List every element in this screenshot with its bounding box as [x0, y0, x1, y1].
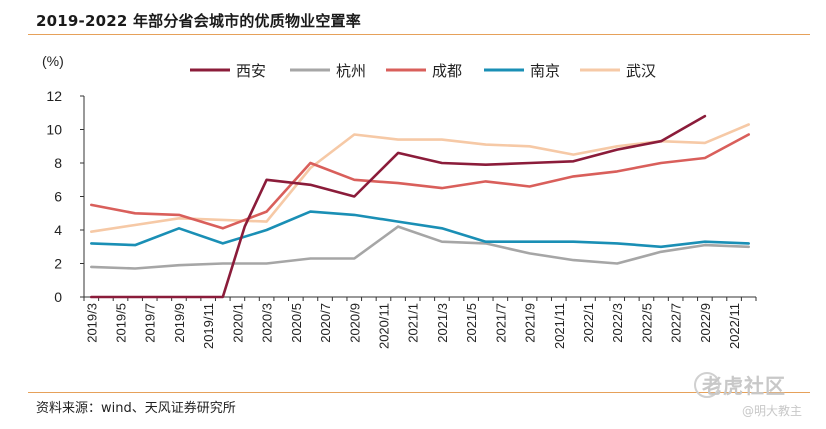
x-tick-label: 2019/11 [201, 303, 216, 349]
chart-title: 2019-2022 年部分省会城市的优质物业空置率 [36, 12, 361, 30]
x-tick-label: 2021/9 [523, 303, 538, 343]
y-tick-label: 2 [54, 256, 62, 272]
x-tick-label: 2022/3 [610, 303, 625, 343]
legend-label: 杭州 [336, 63, 366, 80]
x-tick-label: 2022/7 [669, 303, 684, 343]
y-tick-label: 0 [54, 289, 62, 305]
x-tick-label: 2021/3 [435, 303, 450, 343]
x-tick-label: 2022/5 [639, 303, 654, 343]
source-note: 资料来源：wind、天风证券研究所 [36, 401, 236, 416]
legend-label: 成都 [432, 63, 462, 80]
x-tick-label: 2019/3 [84, 303, 99, 343]
x-tick-label: 2020/1 [230, 303, 245, 343]
x-tick-label: 2021/7 [493, 303, 508, 343]
y-tick-label: 8 [54, 155, 62, 171]
x-tick-label: 2019/5 [114, 303, 129, 343]
watermark-logo-icon [694, 372, 720, 398]
series-line-2 [90, 225, 750, 270]
x-tick-label: 2019/9 [172, 303, 187, 343]
x-tick-label: 2020/11 [376, 303, 391, 349]
series-line-4 [90, 210, 750, 249]
x-tick-label: 2021/1 [406, 303, 421, 343]
y-tick-label: 12 [46, 88, 62, 104]
x-tick-label: 2022/1 [581, 303, 596, 343]
series-line-5 [90, 123, 750, 233]
watermark-brand: 老虎社区 [702, 374, 786, 398]
x-tick-label: 2020/3 [260, 303, 275, 343]
x-tick-label: 2020/7 [318, 303, 333, 343]
x-tick-label: 2022/9 [698, 303, 713, 343]
x-tick-label: 2020/5 [289, 303, 304, 343]
y-axis-label: (%) [42, 53, 64, 69]
watermark-author: @明大教主 [742, 404, 803, 418]
y-tick-label: 4 [54, 222, 62, 238]
x-tick-label: 2019/7 [143, 303, 158, 343]
legend-label: 武汉 [626, 63, 656, 80]
legend-label: 南京 [530, 63, 560, 80]
series-line-3 [90, 133, 750, 230]
x-tick-label: 2022/11 [727, 303, 742, 349]
footer-divider [28, 392, 810, 393]
y-tick-label: 6 [54, 189, 62, 205]
legend-label: 西安 [236, 63, 266, 80]
title-divider [28, 34, 810, 35]
x-tick-label: 2021/11 [552, 303, 567, 349]
x-tick-label: 2021/5 [464, 303, 479, 343]
x-tick-label: 2020/9 [347, 303, 362, 343]
y-tick-label: 10 [46, 122, 62, 138]
series-line-1 [90, 114, 707, 299]
